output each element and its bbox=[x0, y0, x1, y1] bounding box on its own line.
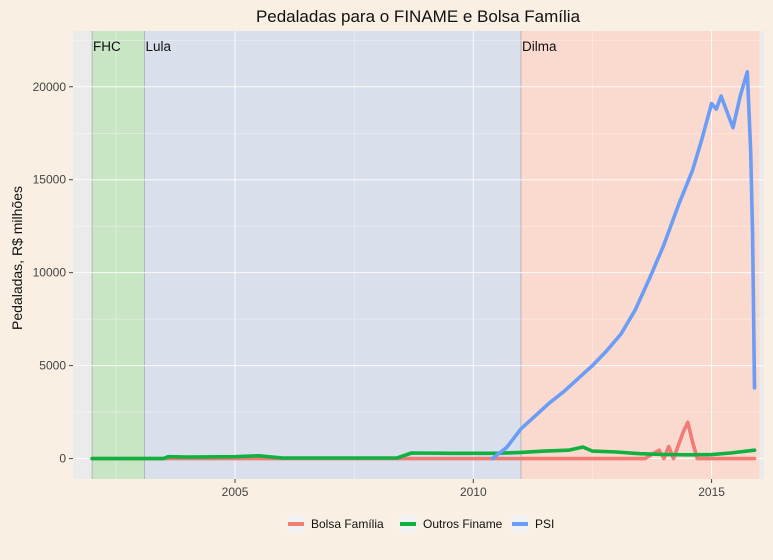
legend-label-outros-finame: Outros Finame bbox=[423, 517, 503, 531]
x-tick-label: 2010 bbox=[460, 485, 487, 499]
y-tick-label: 5000 bbox=[39, 359, 66, 373]
legend-label-psi: PSI bbox=[535, 517, 554, 531]
period-label-fhc: FHC bbox=[93, 39, 121, 54]
series-line-psi bbox=[490, 70, 757, 461]
y-axis-title: Pedaladas, R$ milhões bbox=[9, 186, 25, 330]
period-band-fhc bbox=[92, 31, 145, 479]
series-line-bolsa-familia bbox=[90, 420, 757, 461]
legend: Bolsa Família Outros Finame PSI bbox=[287, 515, 554, 533]
y-tick-label: 20000 bbox=[33, 80, 67, 94]
legend-label-bolsa-familia: Bolsa Família bbox=[311, 517, 384, 531]
period-labels: FHC Lula Dilma bbox=[93, 39, 557, 54]
y-tick-label: 15000 bbox=[33, 173, 67, 187]
period-band-lula bbox=[144, 31, 521, 479]
period-bands bbox=[91, 31, 760, 479]
chart-title: Pedaladas para o FINAME e Bolsa Família bbox=[256, 7, 581, 26]
x-tick-label: 2005 bbox=[222, 485, 249, 499]
x-tick-label: 2015 bbox=[698, 485, 725, 499]
y-tick-label: 0 bbox=[59, 452, 66, 466]
series-line-outros-finame bbox=[90, 445, 757, 461]
series-lines bbox=[90, 70, 757, 461]
y-tick-label: 10000 bbox=[33, 266, 67, 280]
period-label-lula: Lula bbox=[145, 39, 171, 54]
period-band-dilma bbox=[520, 31, 760, 479]
axis-ticks: 0 5000 10000 15000 20000 2005 2010 2015 bbox=[33, 80, 726, 499]
period-label-dilma: Dilma bbox=[522, 39, 557, 54]
